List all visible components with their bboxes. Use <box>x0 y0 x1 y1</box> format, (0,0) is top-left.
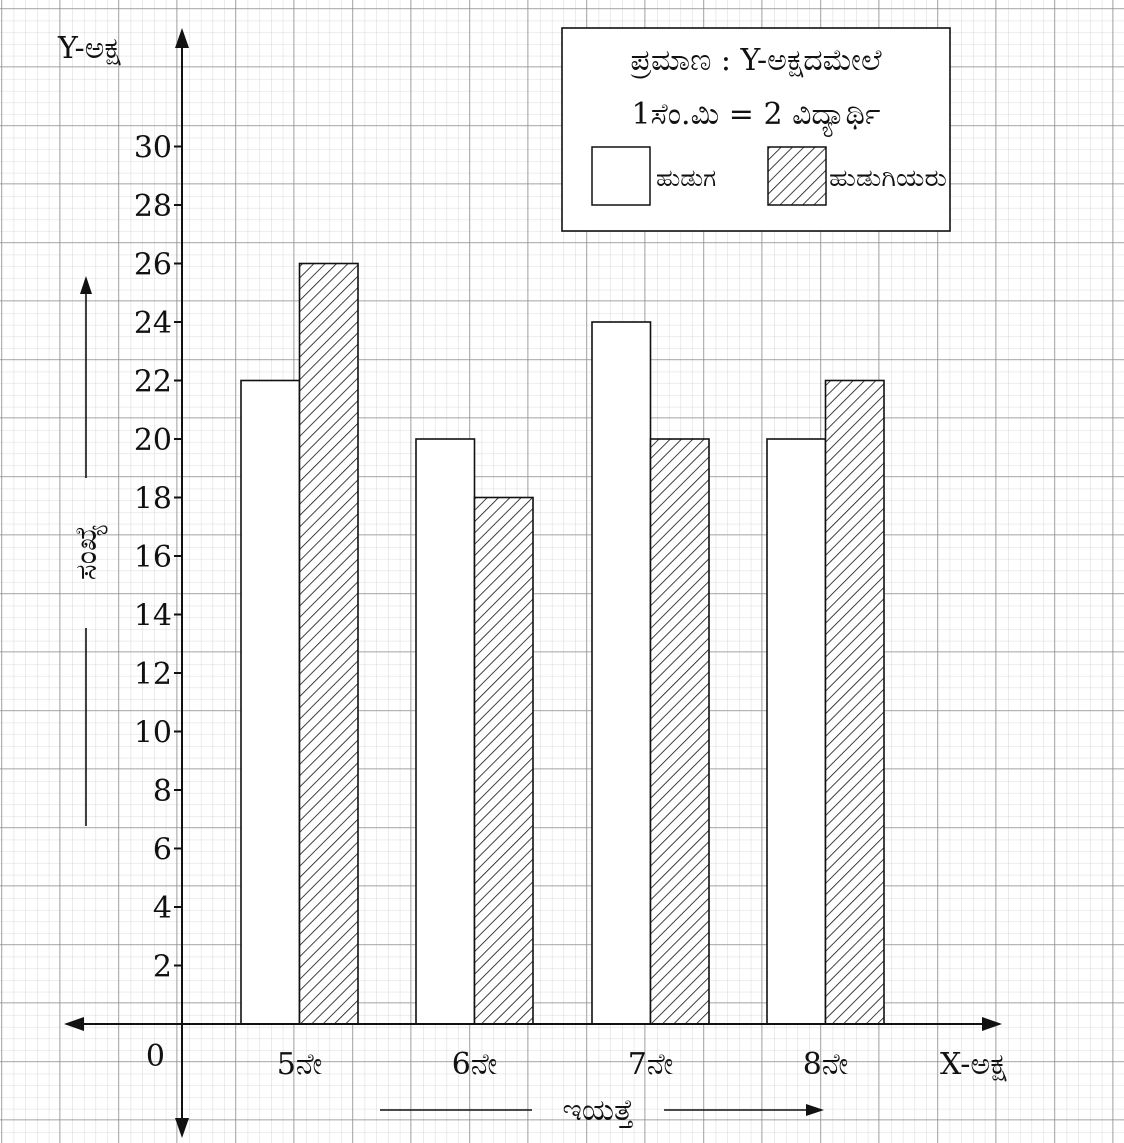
bar-girls-7 <box>649 438 710 1025</box>
bar-boys-7 <box>591 321 652 1025</box>
x-category-label: 5ನೇ <box>277 1047 323 1082</box>
bar-girls-8 <box>824 379 885 1025</box>
y-tick-label: 10 <box>134 716 172 751</box>
y-tick-label: 16 <box>134 540 172 575</box>
y-tick-label: 18 <box>134 482 172 517</box>
x-labels-layer: 5ನೇ 6ನೇ 7ನೇ 8ನೇ <box>277 1047 849 1082</box>
x-category-label: 6ನೇ <box>452 1047 498 1082</box>
bar-boys-6 <box>415 438 476 1025</box>
bar-girls-5 <box>298 262 359 1025</box>
x-axis-label: ಇಯತ್ತೆ <box>562 1093 633 1128</box>
y-axis-down-arrow <box>175 1118 189 1138</box>
y-tick-label: 12 <box>134 657 172 692</box>
bars-layer <box>240 262 885 1025</box>
legend-box: ಪ್ರಮಾಣ : Y-ಅಕ್ಷದಮೇಲೆ 1ಸೆಂ.ಮಿ = 2 ವಿದ್ಯಾರ… <box>561 27 951 232</box>
legend-swatch-girls <box>767 146 827 206</box>
y-tick-label: 30 <box>134 131 172 166</box>
x-axis-right-arrow <box>982 1017 1002 1031</box>
x-category-label: 8ನೇ <box>803 1047 849 1082</box>
axes-layer <box>64 28 1002 1138</box>
legend-swatch-boys <box>591 146 651 206</box>
y-tick-label: 24 <box>134 306 172 341</box>
y-axis-label: ಸಂಖ್ಯೆ <box>69 524 108 580</box>
y-tick-label: 14 <box>134 599 172 634</box>
y-tick-label: 8 <box>153 774 172 809</box>
legend-scale-line-1: ಪ್ರಮಾಣ : Y-ಅಕ್ಷದಮೇಲೆ <box>630 43 883 79</box>
y-axis-name: Y-ಅಕ್ಷ <box>57 31 121 66</box>
y-axis-label-group: ಸಂಖ್ಯೆ <box>69 276 108 826</box>
y-tick-label: 26 <box>134 248 172 283</box>
legend-scale-line-2: 1ಸೆಂ.ಮಿ = 2 ವಿದ್ಯಾರ್ಥಿ <box>632 97 881 137</box>
x-label-arrow-head <box>806 1104 824 1116</box>
y-tick-label: 22 <box>134 365 172 400</box>
y-tick-label: 2 <box>153 950 172 985</box>
x-axis-name: X-ಅಕ್ಷ <box>940 1047 1007 1082</box>
bar-boys-8 <box>766 438 827 1025</box>
x-axis-left-arrow <box>64 1017 84 1031</box>
y-tick-label: 20 <box>134 423 172 458</box>
legend-label-boys: ಹುಡುಗ <box>656 164 716 192</box>
y-axis-up-arrow <box>175 28 189 48</box>
x-category-label: 7ನೇ <box>628 1047 674 1082</box>
bar-boys-5 <box>240 379 301 1025</box>
y-label-arrow-head <box>80 276 92 294</box>
legend-label-girls: ಹುಡುಗಿಯರು <box>829 164 947 192</box>
origin-label: 0 <box>146 1039 165 1074</box>
y-tick-label: 6 <box>153 833 172 868</box>
bar-girls-6 <box>473 496 534 1025</box>
x-axis-label-group: ಇಯತ್ತೆ <box>380 1093 824 1128</box>
y-tick-label: 28 <box>134 189 172 224</box>
y-tick-label: 4 <box>153 891 172 926</box>
